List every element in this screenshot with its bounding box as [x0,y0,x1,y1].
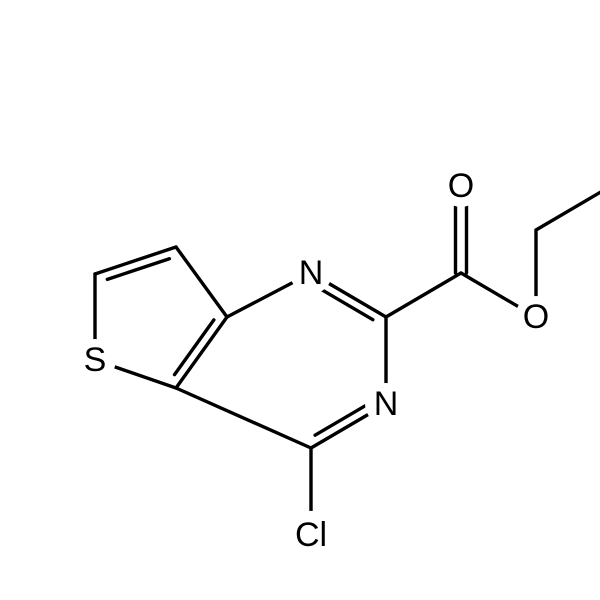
atom-label-n: N [299,254,324,292]
molecule-diagram: S N N Cl O O [0,0,600,600]
atom-label-n: N [374,385,399,423]
atom-label-o: O [448,167,474,205]
atom-label-o: O [523,298,549,336]
atom-label-s: S [84,341,107,379]
atom-label-cl: Cl [295,516,327,554]
